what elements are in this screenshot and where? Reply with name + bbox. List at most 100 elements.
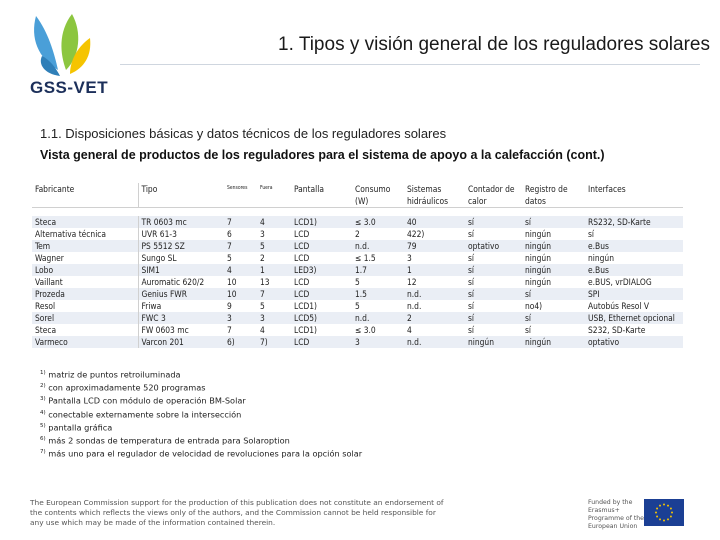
table-cell: 7 (224, 216, 257, 228)
table-cell: 5 (257, 240, 291, 252)
table-cell: 6) (224, 336, 257, 348)
footnote-mark: 6) (40, 436, 46, 443)
table-cell: Tem (32, 240, 139, 252)
footnote-text: Pantalla LCD con módulo de operación BM-… (48, 396, 246, 407)
table-cell: PS 5512 SZ (138, 240, 224, 252)
eu-disclaimer: The European Commission support for the … (30, 498, 444, 527)
table-cell: 4 (224, 264, 257, 276)
table-cell: e.Bus (585, 264, 683, 276)
footnote-text: matriz de puntos retroiluminada (48, 369, 181, 380)
footnote: 3) Pantalla LCD con módulo de operación … (40, 394, 362, 407)
regulators-table: Fabricante Tipo Sensores Fuera Pantalla … (32, 183, 683, 348)
eu-star (656, 515, 659, 518)
table-row: Prozeda Genius FWR 10 7 LCD 1.5 n.d. sí sí SPI (32, 288, 683, 300)
table-cell: ≤ 1.5 (352, 252, 404, 264)
page-title: 1. Tipos y visión general de los regulad… (278, 34, 710, 55)
table-cell: n.d. (404, 336, 465, 348)
footnote-mark: 4) (40, 409, 46, 416)
logo-leaf-blue (34, 16, 58, 70)
footnote-mark: 1) (40, 370, 46, 376)
table-cell: ningún (522, 252, 585, 264)
table-cell: optativo (465, 240, 522, 252)
col-header: Sensores (224, 183, 257, 208)
table-cell: ningún (522, 264, 585, 276)
table-cell: ≤ 3.0 (352, 324, 404, 336)
table-cell: ≤ 3.0 (352, 216, 404, 228)
table-cell: TR 0603 mc (138, 216, 224, 228)
table-cell: USB, Ethernet opcional (585, 312, 683, 324)
table-cell: 4 (257, 324, 291, 336)
col-header: Contador de calor (465, 183, 522, 208)
table-cell: 40 (404, 216, 465, 228)
col-header: Pantalla (291, 183, 352, 208)
table-row: Resol Friwa 9 5 LCD1) 5 n.d. sí no4) Autobús Reso… (32, 300, 683, 312)
footnote: 6) más 2 sondas de temperatura de entrad… (40, 434, 362, 447)
table-cell: sí (465, 324, 522, 336)
table-cell: sí (522, 324, 585, 336)
table-cell: Sorel (32, 312, 139, 324)
footnote-text: con aproximadamente 520 programas (48, 382, 206, 393)
table-cell: 3 (224, 312, 257, 324)
table-cell: 6 (224, 228, 257, 240)
col-header: Interfaces (585, 183, 683, 208)
footnote-text: más uno para el regulador de velocidad d… (48, 449, 363, 460)
table-cell: sí (465, 276, 522, 288)
table-cell: 13 (257, 276, 291, 288)
table-cell: ningún (522, 336, 585, 348)
table-cell: no4) (522, 300, 585, 312)
table-cell: LCD (291, 288, 352, 300)
footnote-mark: 3) (40, 396, 46, 403)
table-cell: e.Bus (585, 240, 683, 252)
table-cell: 2 (352, 228, 404, 240)
table-row: Steca TR 0603 mc 7 4 LCD1) ≤ 3.0 40 sí sí RS232, … (32, 216, 683, 228)
table-cell: 5 (257, 300, 291, 312)
section-heading: Vista general de productos de los regula… (40, 148, 605, 162)
table-row: Varmeco Varcon 201 6) 7) LCD 3 n.d. ningún ningú… (32, 336, 683, 348)
table-cell: SIM1 (138, 264, 224, 276)
footnote-text: más 2 sondas de temperatura de entrada p… (48, 435, 290, 446)
table-cell: 1.5 (352, 288, 404, 300)
eu-star (663, 519, 665, 522)
eu-star (667, 504, 669, 507)
table-cell: 4 (404, 324, 465, 336)
table-row: Alternativa técnica UVR 61-3 6 3 LCD 2 422) sí n… (32, 228, 683, 240)
eu-star (659, 504, 661, 507)
table-cell: n.d. (352, 312, 404, 324)
table-cell: 79 (404, 240, 465, 252)
table-cell: Wagner (32, 252, 139, 264)
col-header: Fuera (257, 183, 291, 208)
table-cell: sí (465, 300, 522, 312)
table-cell: LCD (291, 336, 352, 348)
table-cell: 3 (404, 252, 465, 264)
table-cell: LED3) (291, 264, 352, 276)
table-cell: sí (465, 264, 522, 276)
table-row: Lobo SIM1 4 1 LED3) 1.7 1 sí ningún e.Bus (32, 264, 683, 276)
table-cell: S232, SD-Karte (585, 324, 683, 336)
table-cell: RS232, SD-Karte (585, 216, 683, 228)
table-cell: sí (465, 288, 522, 300)
table-cell: sí (465, 228, 522, 240)
table-cell: Varcon 201 (138, 336, 224, 348)
table-cell: Prozeda (32, 288, 139, 300)
table-cell: ningún (522, 276, 585, 288)
table-cell: 1 (257, 264, 291, 276)
table-cell: 9 (224, 300, 257, 312)
table-cell: LCD (291, 276, 352, 288)
table-cell: ningún (585, 252, 683, 264)
table-cell: Sungo SL (138, 252, 224, 264)
table-cell: LCD5) (291, 312, 352, 324)
footnote: 7) más uno para el regulador de velocida… (40, 447, 362, 460)
footnote-mark: 5) (40, 422, 46, 429)
table-cell: UVR 61-3 (138, 228, 224, 240)
footnote: 2) con aproximadamente 520 programas (40, 381, 362, 394)
table-cell: Lobo (32, 264, 139, 276)
table-row: Steca FW 0603 mc 7 4 LCD1) ≤ 3.0 4 sí sí S232, SD… (32, 324, 683, 336)
table-cell: 7) (257, 336, 291, 348)
footnotes: 1) matriz de puntos retroiluminada 2) con… (40, 368, 362, 461)
table-cell: LCD (291, 240, 352, 252)
footnote-text: conectable externamente sobre la interse… (48, 409, 242, 420)
table-row: Sorel FWC 3 3 3 LCD5) n.d. 2 sí sí USB, Ethernet … (32, 312, 683, 324)
eu-star (659, 518, 661, 521)
table-cell: 1 (404, 264, 465, 276)
table-cell: Resol (32, 300, 139, 312)
